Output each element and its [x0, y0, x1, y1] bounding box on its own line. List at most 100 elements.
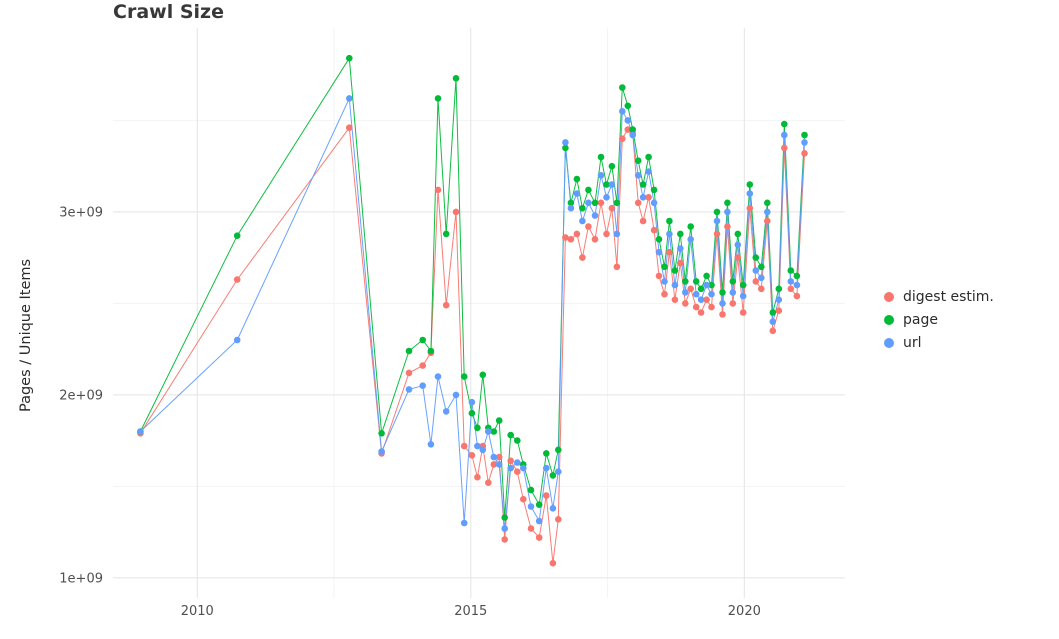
data-point-url [501, 525, 509, 532]
x-tick-label: 2010 [181, 604, 214, 619]
data-point-url [775, 296, 783, 304]
data-point-digest [713, 230, 721, 238]
data-point-digest [495, 453, 503, 461]
data-point-url [793, 281, 801, 289]
legend-item-page: page [884, 312, 994, 328]
data-point-url [520, 464, 527, 472]
data-point-page [555, 446, 562, 454]
data-point-page [442, 230, 450, 238]
data-point-digest [775, 307, 783, 315]
data-point-digest [520, 495, 527, 503]
data-point-url [495, 461, 503, 468]
data-point-digest [739, 309, 747, 316]
data-point-digest [442, 301, 450, 309]
y-tick-label: 3e+09 [59, 205, 103, 220]
data-point-page [713, 208, 721, 216]
data-point-url [687, 236, 694, 243]
data-point-url [752, 267, 760, 274]
data-point-digest [634, 199, 642, 207]
data-point-url [419, 382, 427, 390]
data-point-page [567, 199, 575, 207]
data-point-digest [597, 199, 605, 207]
data-point-page [703, 272, 710, 280]
data-point-url [573, 190, 581, 197]
data-point-digest [666, 248, 673, 256]
data-point-page [677, 230, 684, 238]
data-point-digest [485, 479, 492, 487]
data-point-digest [585, 223, 592, 230]
data-point-url [624, 117, 632, 124]
data-point-url [629, 131, 636, 139]
data-point-url [527, 503, 535, 510]
data-point-digest [573, 230, 581, 238]
data-point-url [427, 441, 435, 448]
data-point-page [608, 162, 616, 170]
data-point-url [734, 241, 742, 249]
data-point-digest [758, 285, 765, 293]
data-point-url [787, 278, 795, 285]
data-point-url [655, 248, 663, 256]
data-point-page [603, 181, 610, 188]
data-point-digest [608, 204, 616, 212]
data-point-url [442, 408, 450, 415]
data-point-digest [661, 290, 668, 298]
series-line-digest [139, 126, 805, 564]
data-point-digest [507, 457, 514, 465]
data-point-page [661, 263, 668, 271]
data-point-page [549, 472, 557, 479]
data-point-url [608, 181, 616, 188]
data-point-url [746, 190, 754, 197]
data-point-digest [787, 285, 795, 293]
data-point-url [405, 386, 413, 393]
data-point-page [739, 281, 747, 289]
data-point-page [729, 278, 737, 285]
data-point-page [562, 144, 569, 152]
data-point-digest [645, 194, 652, 201]
data-point-digest [650, 226, 658, 234]
data-point-page [655, 236, 663, 243]
data-point-url [708, 290, 715, 298]
data-point-digest [490, 461, 498, 468]
data-point-page [624, 102, 632, 110]
data-point-url [434, 373, 442, 380]
data-point-url [460, 519, 468, 527]
data-point-url [485, 428, 492, 435]
x-tick-label: 2020 [728, 604, 761, 619]
data-point-url [585, 199, 592, 207]
data-point-url [567, 204, 575, 212]
data-point-url [671, 281, 679, 289]
data-point-digest [501, 536, 509, 543]
data-point-page [687, 223, 694, 230]
data-point-digest [452, 208, 460, 216]
data-point-url [613, 230, 621, 238]
data-point-digest [752, 278, 760, 285]
data-point-page [233, 232, 241, 239]
data-point-url [661, 278, 668, 285]
data-point-url [535, 517, 543, 525]
data-point-digest [527, 525, 535, 532]
data-point-url [479, 446, 487, 454]
data-point-page [787, 267, 795, 274]
data-point-digest [346, 124, 353, 131]
data-point-page [597, 153, 605, 161]
data-point-digest [591, 236, 599, 243]
data-point-page [645, 153, 652, 161]
data-point-page [405, 347, 413, 355]
legend: digest estim. page url [884, 289, 994, 351]
data-point-page [501, 514, 509, 521]
data-point-page [434, 95, 442, 102]
data-point-page [474, 424, 481, 432]
legend-dot-page [884, 315, 894, 325]
data-point-page [579, 204, 586, 212]
data-point-url [703, 281, 710, 289]
data-point-digest [697, 309, 705, 316]
data-point-page [752, 254, 760, 261]
data-point-url [346, 95, 353, 102]
data-point-url [562, 139, 569, 146]
data-point-page [427, 347, 435, 355]
data-point-digest [434, 186, 442, 194]
data-point-digest [724, 223, 731, 230]
data-point-digest [746, 204, 754, 212]
data-point-digest [801, 150, 808, 157]
data-point-page [346, 54, 353, 62]
